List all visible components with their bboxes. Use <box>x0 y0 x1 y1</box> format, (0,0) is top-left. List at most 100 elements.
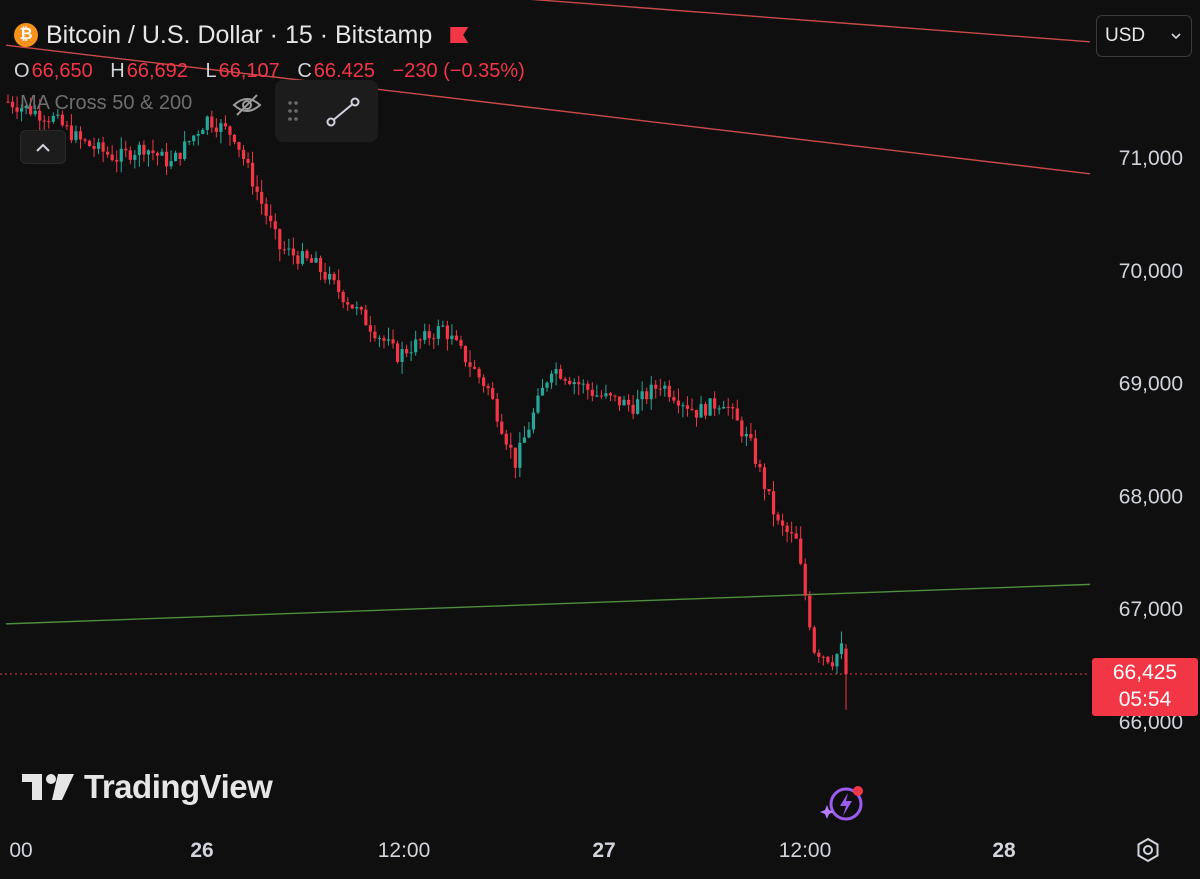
candle-body <box>296 255 300 264</box>
candle-body <box>106 151 110 155</box>
candle-body <box>649 384 653 400</box>
candle-body <box>346 302 350 305</box>
candle-body <box>722 406 726 409</box>
candle-body <box>636 399 640 414</box>
candle-body <box>513 447 517 468</box>
candle-body <box>622 399 626 406</box>
symbol-header[interactable]: ₿ Bitcoin / U.S. Dollar · 15 · Bitstamp <box>14 18 469 52</box>
candle-body <box>491 388 495 399</box>
candle-body <box>568 380 572 385</box>
candle-body <box>767 489 771 492</box>
trendline-red-1[interactable] <box>6 0 1091 43</box>
price-axis[interactable]: 71,000 70,000 69,000 68,000 67,000 66,000 <box>1119 147 1183 734</box>
candle-body <box>645 391 649 400</box>
chevron-up-icon <box>36 143 50 152</box>
candle-body <box>731 407 735 409</box>
open-label: O <box>14 60 30 82</box>
settings-icon[interactable] <box>1134 836 1162 864</box>
candle-body <box>463 345 468 363</box>
candle-body <box>726 406 730 408</box>
candle-body <box>146 150 151 155</box>
price-tick-label: 69,000 <box>1119 373 1183 396</box>
candle-body <box>454 335 459 341</box>
candle-body <box>232 134 237 143</box>
candle-body <box>400 349 404 362</box>
drag-handle-icon[interactable] <box>287 100 299 122</box>
eye-off-icon[interactable] <box>232 92 262 118</box>
trendline-red-2[interactable] <box>5 44 1091 175</box>
time-axis[interactable]: 00 26 12:00 27 12:00 28 <box>9 839 1016 862</box>
candle-body <box>572 382 576 385</box>
price-tick-label: 66,000 <box>1119 711 1183 734</box>
candle-body <box>681 405 685 407</box>
candle-body <box>436 326 440 339</box>
time-tick-label: 26 <box>190 839 213 862</box>
candle-body <box>382 338 386 341</box>
trendlines[interactable] <box>5 0 1091 625</box>
time-tick-label: 00 <box>9 839 32 862</box>
candle-body <box>47 121 51 123</box>
high-label: H <box>110 60 125 82</box>
candle-body <box>273 221 277 230</box>
candle-body <box>341 291 345 303</box>
tradingview-logo[interactable]: TradingView <box>22 768 273 806</box>
last-price-badge: 66,425 05:54 <box>1092 658 1198 717</box>
candle-body <box>78 131 83 140</box>
close-label: C <box>297 60 312 82</box>
candle-body <box>24 105 28 109</box>
candle-body <box>33 110 37 115</box>
candle-body <box>432 338 436 340</box>
candle-body <box>667 385 671 398</box>
candle-body <box>753 438 758 464</box>
candle-body <box>137 144 141 155</box>
collapse-legend-button[interactable] <box>20 130 66 164</box>
candle-body <box>554 368 558 374</box>
candle-body <box>260 191 264 204</box>
candle-body <box>450 335 454 340</box>
candle-body <box>468 362 472 367</box>
candle-body <box>246 158 250 163</box>
trendline-green-3[interactable] <box>5 583 1091 625</box>
candle-body <box>251 162 255 187</box>
candle-body <box>839 643 844 655</box>
candle-body <box>676 400 680 406</box>
candle-body <box>803 563 807 596</box>
drawing-toolbar[interactable] <box>275 80 378 142</box>
candle-body <box>658 388 662 390</box>
candle-body <box>518 442 522 468</box>
candle-body <box>414 339 418 353</box>
symbol-title[interactable]: Bitcoin / U.S. Dollar · 15 · Bitstamp <box>46 20 433 49</box>
candle-body <box>785 525 789 533</box>
candle-body <box>210 116 214 128</box>
candle-body <box>685 405 690 409</box>
flag-icon[interactable] <box>450 27 469 43</box>
candle-body <box>486 386 490 389</box>
time-tick-label: 12:00 <box>779 839 832 862</box>
candle-body <box>124 148 128 151</box>
candle-body <box>278 229 282 250</box>
candle-body <box>74 131 78 141</box>
logo-text: TradingView <box>84 768 273 805</box>
candle-body <box>15 107 19 112</box>
candle-body <box>708 398 712 416</box>
indicator-label[interactable]: MA Cross 50 & 200 <box>20 92 193 114</box>
last-price-value: 66,425 <box>1113 661 1177 684</box>
currency-select[interactable]: USD <box>1096 15 1192 57</box>
candle-body <box>364 309 368 326</box>
low-label: L <box>205 60 217 82</box>
candle-body <box>586 383 590 390</box>
candle-body <box>672 397 676 401</box>
candle-body <box>350 304 354 309</box>
bar-countdown: 05:54 <box>1119 688 1172 711</box>
candle-body <box>808 595 812 628</box>
ai-spark-icon[interactable] <box>820 783 866 823</box>
line-tool-icon[interactable] <box>325 96 361 128</box>
candle-body <box>359 307 363 310</box>
candle-body <box>196 134 200 136</box>
candle-body <box>83 139 87 141</box>
candle-body <box>142 144 146 155</box>
candle-body <box>178 152 182 159</box>
candle-body <box>617 396 622 406</box>
candle-body <box>740 420 744 437</box>
